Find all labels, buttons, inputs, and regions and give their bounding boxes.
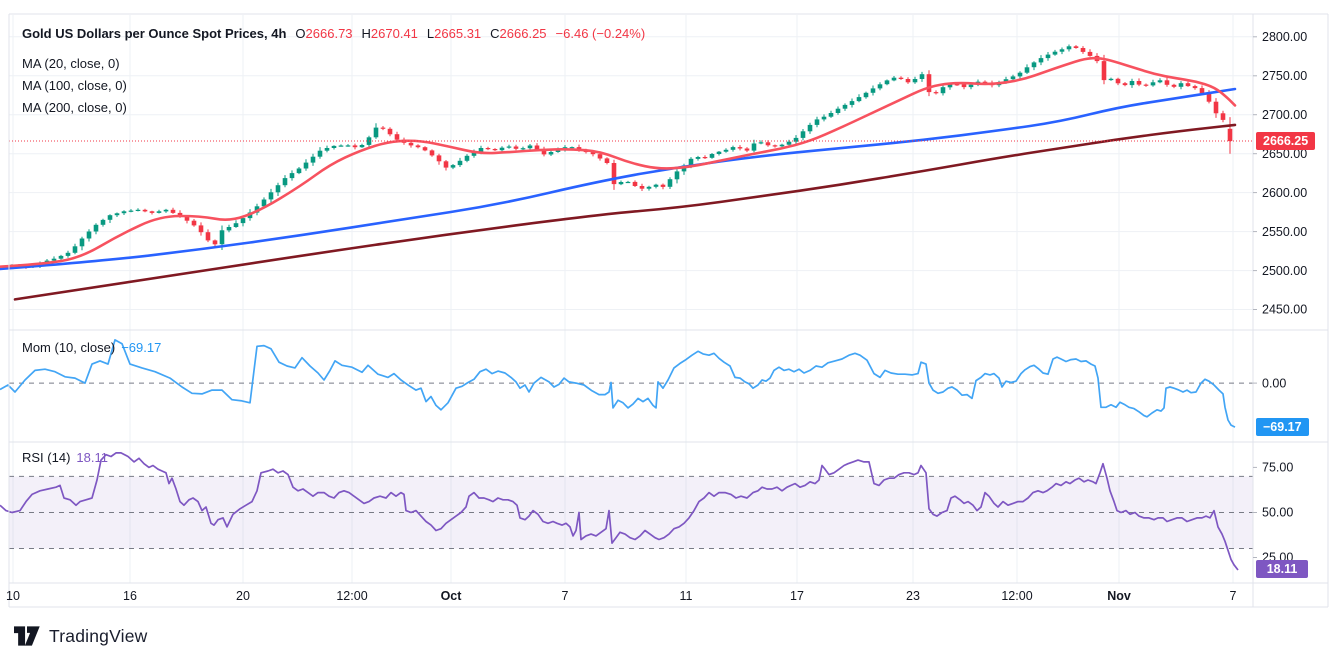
rsi-legend-label: RSI (14) [22,450,71,465]
price-axis-tick-label: 2500.00 [1262,264,1307,278]
time-axis-label: 16 [123,589,137,603]
momentum-legend-value: −69.17 [121,340,162,355]
price-axis-tick-label: 2450.00 [1262,303,1307,317]
ohlc-high: H2670.41 [361,26,418,41]
time-axis-label: Oct [441,589,463,603]
time-axis-label: 17 [790,589,804,603]
time-axis-label: 23 [906,589,920,603]
time-axis-label: Nov [1107,589,1131,603]
rsi-legend[interactable]: RSI (14) 18.11 [22,450,108,465]
ma-100-close-0-line [0,87,1237,271]
price-axis-tick-label: 2700.00 [1262,108,1307,122]
time-axis-label: 12:00 [1001,589,1032,603]
indicator-legend-ma100[interactable]: MA (100, close, 0) [22,78,127,93]
ohlc-open: O2666.73 [295,26,353,41]
tradingview-logo-link[interactable]: TradingView [14,625,148,647]
last-price-badge: 2666.25 [1256,132,1316,150]
tradingview-wordmark: TradingView [49,625,148,646]
tradingview-logo-icon [14,626,40,646]
momentum-axis-tick-label: 0.00 [1262,376,1286,390]
price-axis-tick-label: 2750.00 [1262,69,1307,83]
momentum-value-badge: −69.17 [1256,418,1309,436]
momentum-legend[interactable]: Mom (10, close) −69.17 [22,340,161,355]
price-axis-tick-label: 2650.00 [1262,147,1307,161]
momentum-legend-label: Mom (10, close) [22,340,116,355]
price-axis-tick-label: 2550.00 [1262,225,1307,239]
time-axis-label: 7 [1230,589,1237,603]
ohlc-low: L2665.31 [426,26,482,41]
candlestick-series [9,44,1233,269]
symbol-title: Gold US Dollars per Ounce Spot Prices, 4… [22,26,287,41]
rsi-line [0,452,1239,571]
ma-20-close-0-line [0,56,1237,268]
symbol-legend[interactable]: Gold US Dollars per Ounce Spot Prices, 4… [22,26,645,41]
rsi-value-badge: 18.11 [1256,560,1308,578]
price-axis-tick-label: 2600.00 [1262,186,1307,200]
ohlc-close: C2666.25 [490,26,547,41]
indicator-legend-ma20[interactable]: MA (20, close, 0) [22,56,120,71]
rsi-axis-tick-label: 50.00 [1262,506,1293,520]
indicator-legend-ma200[interactable]: MA (200, close, 0) [22,100,127,115]
rsi-legend-value: 18.11 [76,450,108,465]
ma-200-close-0-line [13,123,1237,301]
momentum-line [0,339,1236,428]
time-axis-label: 12:00 [336,589,367,603]
price-axis-tick-label: 2800.00 [1262,30,1307,44]
time-axis-label: 11 [680,589,693,603]
time-axis-label: 20 [236,589,250,603]
rsi-axis-tick-label: 75.00 [1262,461,1293,475]
time-axis-label: 7 [562,589,569,603]
ohlc-change: −6.46 (−0.24%) [555,26,646,41]
time-axis-label: 10 [6,589,20,603]
